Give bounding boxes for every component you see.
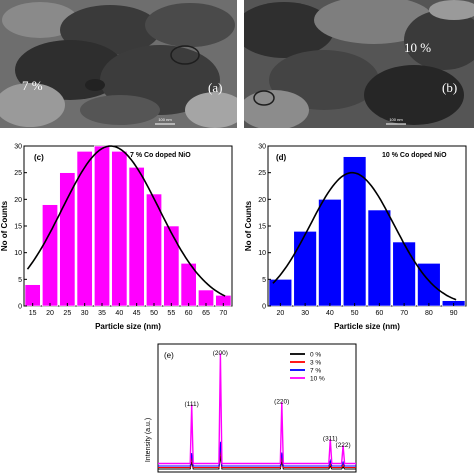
bar-30 (76, 151, 93, 307)
gaussian-fit-d (272, 171, 457, 301)
x-tick-label: 20 (46, 310, 54, 317)
y-tick-label: 25 (14, 170, 22, 177)
bars-d (268, 156, 466, 307)
x-tick-label: 80 (425, 310, 433, 317)
tem-image-b: 100 nm 10 % (b) (244, 0, 474, 128)
peak-label: (111) (185, 401, 199, 408)
x-axis-label-d: Particle size (nm) (334, 322, 400, 331)
x-tick-label: 40 (326, 310, 334, 317)
bar-20 (42, 204, 58, 307)
bar-35 (94, 145, 110, 307)
xrd-patterns: (111)(200)(220)(311)(222) 0 %3 %7 %10 % … (145, 343, 357, 473)
y-tick-label: 0 (262, 304, 266, 311)
scale-text-a: 100 nm (158, 117, 172, 122)
y-tick-label: 20 (14, 197, 22, 204)
scale-text-b: 100 nm (389, 117, 403, 122)
x-tick-label: 50 (150, 310, 158, 317)
y-tick-label: 5 (262, 277, 266, 284)
x-tick-label: 70 (400, 310, 408, 317)
xrd-line-7-percent (158, 441, 356, 467)
tem-label-conc-a: 7 % (22, 78, 43, 93)
xrd-series-lines (158, 353, 356, 470)
bar-40 (111, 151, 128, 307)
panel-label-d: (d) (276, 153, 287, 162)
chart-title-d: 10 % Co doped NiO (382, 152, 447, 159)
y-axis-label-d: No of Counts (244, 200, 253, 251)
x-tick-label: 90 (450, 310, 458, 317)
bar-30 (293, 231, 317, 307)
y-tick-label: 25 (258, 170, 266, 177)
y-tick-label: 30 (14, 144, 22, 151)
legend-e: 0 %3 %7 %10 % (290, 352, 325, 383)
y-ticks-c: 0 5 10 15 20 25 30 (14, 144, 27, 311)
peak-label: (220) (274, 399, 289, 406)
y-tick-label: 10 (258, 250, 266, 257)
tem-label-conc-b: 10 % (404, 40, 432, 55)
xrd-line-10-percent (158, 353, 356, 465)
x-tick-label: 25 (63, 310, 71, 317)
x-tick-label: 60 (375, 310, 383, 317)
bar-55 (163, 225, 180, 307)
legend-label: 10 % (310, 376, 325, 383)
plot-frame-e (157, 343, 357, 473)
y-tick-label: 0 (18, 304, 22, 311)
y-tick-label: 15 (258, 224, 266, 231)
histogram-7-percent: 0 5 10 15 20 25 30 15 20 25 30 35 40 45 50 55 60 65 70 (c… (0, 144, 233, 331)
x-tick-label: 70 (219, 310, 227, 317)
x-tick-label: 45 (133, 310, 141, 317)
legend-label: 0 % (310, 352, 321, 359)
peak-label: (222) (336, 442, 351, 449)
tem-image-a: 100 nm 7 % (a) (0, 0, 237, 128)
bar-45 (128, 167, 145, 307)
y-tick-label: 30 (258, 144, 266, 151)
panel-label-c: (c) (34, 153, 44, 162)
y-tick-label: 5 (18, 277, 22, 284)
x-tick-label: 30 (301, 310, 309, 317)
bar-40 (318, 199, 342, 307)
x-tick-label: 60 (185, 310, 193, 317)
x-ticks-c: 15 20 25 30 35 40 45 50 55 60 65 70 (29, 303, 227, 317)
y-axis-label-e: Intensity (a.u.) (145, 418, 152, 462)
x-tick-label: 20 (276, 310, 284, 317)
bar-50 (342, 156, 367, 307)
bar-60 (367, 209, 392, 307)
histogram-10-percent: 0 5 10 15 20 25 30 20 30 40 50 60 70 80 90 (d) 10 % C… (244, 144, 467, 331)
x-tick-label: 55 (167, 310, 175, 317)
bar-70 (392, 241, 416, 307)
peak-labels: (111) (200) (220) (311)(222) (185, 350, 351, 449)
panel-label-e: (e) (164, 351, 174, 360)
x-tick-label: 15 (29, 310, 37, 317)
x-tick-label: 35 (98, 310, 106, 317)
panel-label-b: (b) (442, 80, 458, 95)
bar-20 (268, 279, 293, 307)
bar-25 (59, 172, 76, 307)
x-tick-label: 65 (202, 310, 210, 317)
y-ticks-d: 0 5 10 15 20 25 30 (258, 144, 271, 311)
y-axis-label-c: No of Counts (0, 200, 9, 251)
tem-texture-a: 100 nm (0, 0, 237, 128)
peak-label: (311) (323, 436, 338, 443)
legend-label: 7 % (310, 368, 321, 375)
xrd-line-3-percent (158, 448, 356, 468)
x-tick-label: 30 (81, 310, 89, 317)
chart-title-c: 7 % Co doped NiO (130, 152, 191, 159)
x-tick-label: 50 (351, 310, 359, 317)
bars-c (24, 145, 232, 307)
x-ticks-d: 20 30 40 50 60 70 80 90 (276, 303, 458, 317)
legend-label: 3 % (310, 360, 321, 367)
peak-label: (200) (213, 350, 228, 357)
panel-label-a: (a) (208, 80, 223, 95)
x-axis-label-c: Particle size (nm) (95, 322, 161, 331)
bar-15 (24, 284, 41, 307)
y-tick-label: 20 (258, 197, 266, 204)
y-tick-label: 15 (14, 224, 22, 231)
tem-texture-b: 100 nm (244, 0, 474, 128)
gaussian-fit-c (26, 145, 226, 297)
x-tick-label: 40 (115, 310, 123, 317)
y-tick-label: 10 (14, 250, 22, 257)
